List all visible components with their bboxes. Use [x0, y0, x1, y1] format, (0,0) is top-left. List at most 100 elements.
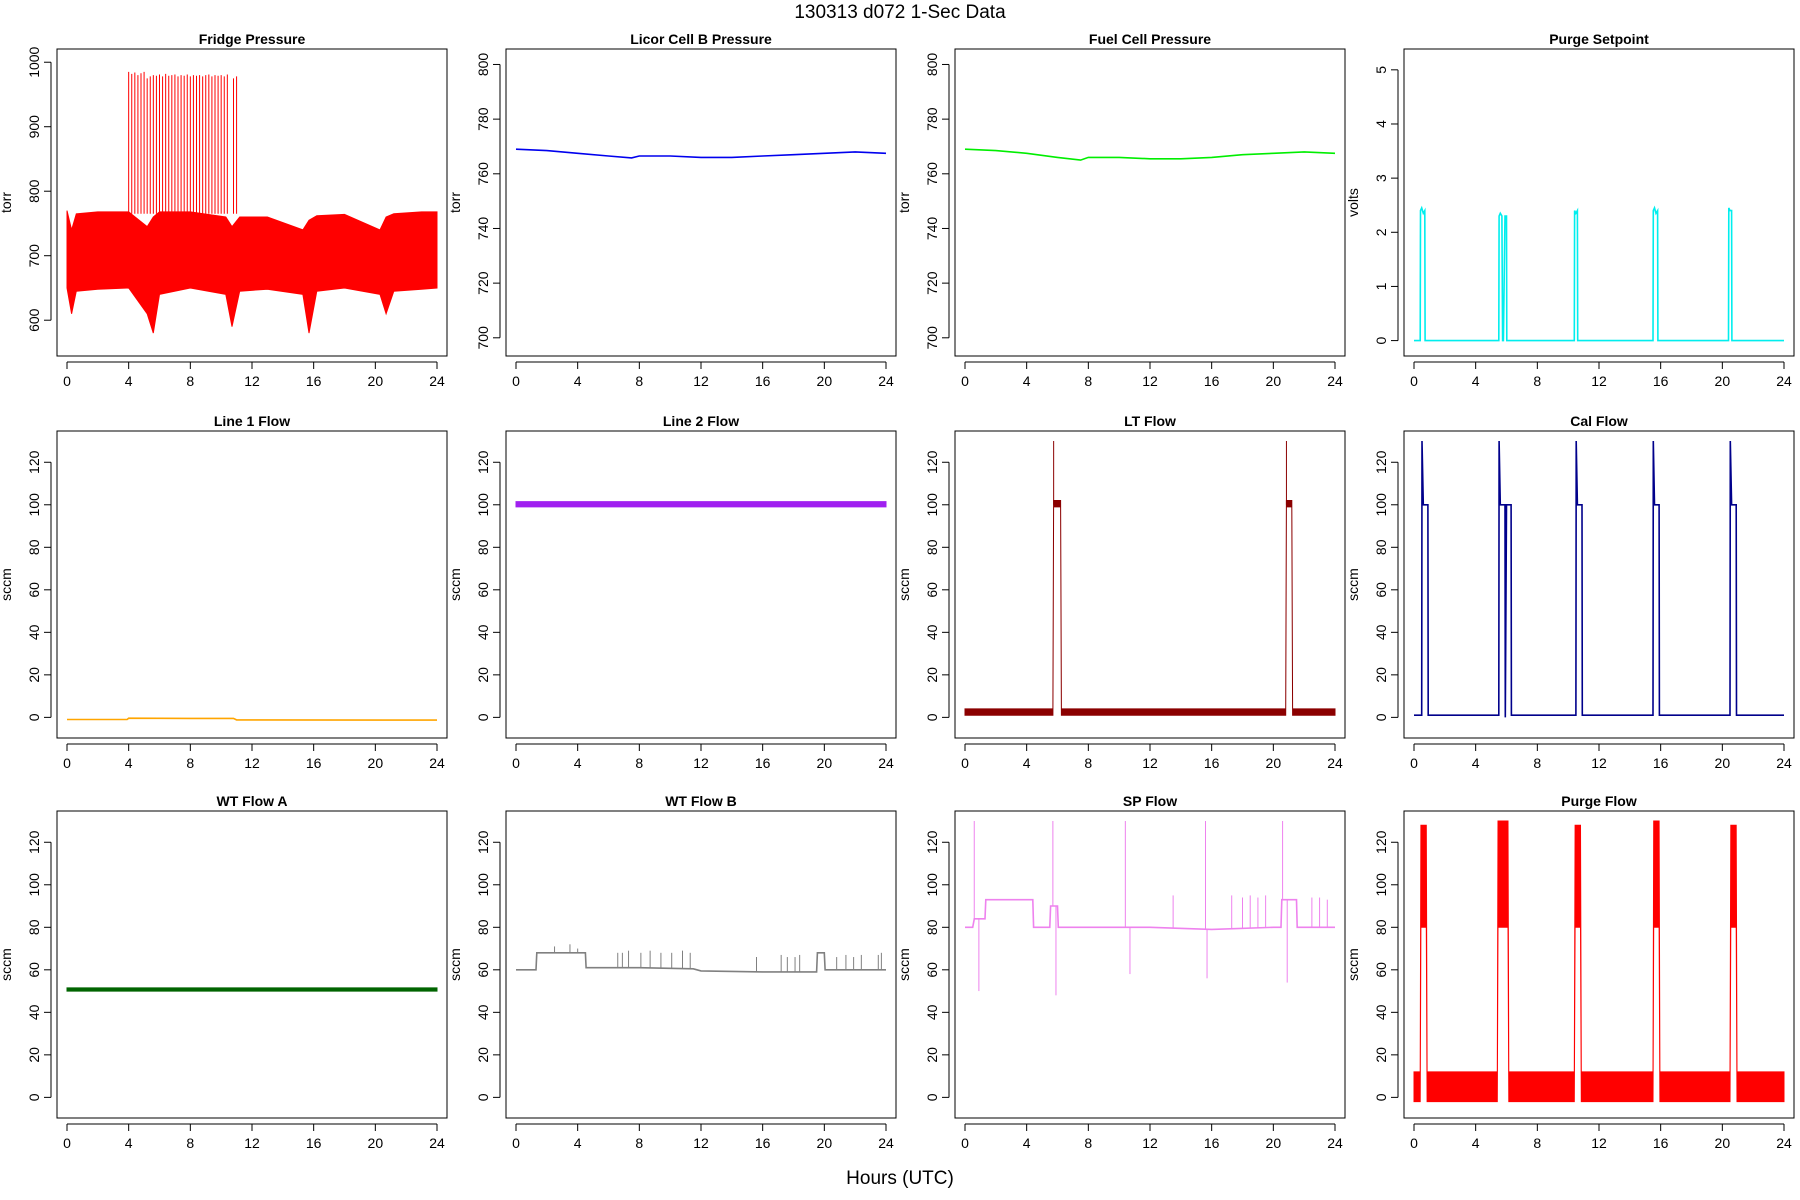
panel-title: Line 2 Flow: [663, 413, 739, 429]
panel-title: Fridge Pressure: [199, 31, 306, 47]
y-tick-label: 60: [26, 582, 42, 598]
x-tick-label: 16: [1204, 1135, 1220, 1151]
y-tick-label: 20: [475, 1047, 491, 1063]
y-tick-label: 900: [26, 115, 42, 139]
series-line: [965, 898, 1335, 931]
y-tick-label: 100: [26, 873, 42, 897]
y-tick-label: 100: [924, 873, 940, 897]
x-tick-label: 20: [368, 755, 384, 771]
y-tick-label: 20: [26, 1047, 42, 1063]
y-tick-label: 700: [475, 326, 491, 350]
y-tick-label: 80: [1373, 539, 1389, 555]
data-layer: [515, 148, 887, 159]
y-tick-label: 1000: [26, 46, 42, 77]
data-layer: [66, 71, 438, 334]
panel-frame: [56, 430, 448, 739]
x-tick-label: 20: [1266, 373, 1282, 389]
x-tick-label: 20: [817, 373, 833, 389]
x-tick-label: 12: [1142, 373, 1158, 389]
x-tick-label: 0: [1410, 1135, 1418, 1151]
panel-frame: [954, 48, 1346, 357]
y-tick-label: 20: [1373, 667, 1389, 683]
x-tick-label: 12: [1591, 1135, 1607, 1151]
panel-8: Cal Flow sccm 0 4 8 12 16 20 24 0 20 40 60 80 100 120: [1345, 413, 1795, 771]
data-layer: [1413, 820, 1785, 1103]
y-tick-label: 0: [475, 713, 491, 721]
x-tick-label: 4: [574, 373, 582, 389]
x-tick-label: 0: [512, 755, 520, 771]
y-axis: 0 20 40 60 80 100 120: [1373, 830, 1399, 1101]
y-tick-label: 760: [475, 162, 491, 186]
x-tick-label: 20: [1715, 755, 1731, 771]
y-axis-label: sccm: [1345, 568, 1361, 601]
x-tick-label: 4: [574, 755, 582, 771]
x-axis: 0 4 8 12 16 20 24: [1410, 361, 1792, 389]
y-axis-label: torr: [447, 192, 463, 213]
data-layer: [964, 148, 1336, 161]
panel-1: Fridge Pressure torr 0 4 8 12 16 20 24 600 700 800 9…: [0, 31, 448, 389]
data-layer: [66, 987, 438, 992]
y-axis-label: sccm: [896, 568, 912, 601]
x-tick-label: 12: [244, 755, 260, 771]
x-tick-label: 12: [244, 1135, 260, 1151]
x-tick-label: 12: [693, 373, 709, 389]
y-tick-label: 120: [475, 830, 491, 854]
x-tick-label: 0: [63, 1135, 71, 1151]
y-tick-label: 80: [924, 539, 940, 555]
y-axis-label: torr: [0, 192, 14, 213]
x-tick-label: 4: [1023, 755, 1031, 771]
x-tick-label: 12: [1142, 1135, 1158, 1151]
data-layer: [1414, 205, 1784, 342]
panel-title: Fuel Cell Pressure: [1089, 31, 1211, 47]
panel-6: Line 2 Flow sccm 0 4 8 12 16 20 24 0 20 40 60 80 100 12…: [447, 413, 897, 771]
y-tick-label: 720: [475, 271, 491, 295]
y-axis: 0 20 40 60 80 100 120: [26, 450, 52, 721]
y-axis-label: sccm: [896, 948, 912, 981]
y-tick-label: 20: [924, 667, 940, 683]
series-band: [964, 500, 1336, 716]
x-tick-label: 0: [961, 373, 969, 389]
x-tick-label: 8: [635, 373, 643, 389]
y-tick-label: 80: [26, 539, 42, 555]
y-tick-label: 120: [26, 830, 42, 854]
panel-title: LT Flow: [1124, 413, 1176, 429]
y-tick-label: 120: [924, 830, 940, 854]
x-tick-label: 8: [186, 1135, 194, 1151]
y-axis: 0 20 40 60 80 100 120: [924, 450, 950, 721]
y-tick-label: 1: [1373, 282, 1389, 290]
x-tick-label: 24: [1327, 1135, 1343, 1151]
y-tick-label: 760: [924, 162, 940, 186]
y-axis-label: sccm: [0, 948, 14, 981]
series-line: [67, 717, 438, 721]
panel-title: Cal Flow: [1570, 413, 1628, 429]
x-tick-label: 4: [125, 373, 133, 389]
y-tick-label: 700: [924, 326, 940, 350]
y-tick-label: 100: [475, 493, 491, 517]
y-tick-label: 2: [1373, 228, 1389, 236]
y-tick-label: 60: [1373, 582, 1389, 598]
x-axis: 0 4 8 12 16 20 24: [961, 743, 1343, 771]
series-line: [1414, 205, 1784, 342]
y-tick-label: 120: [1373, 830, 1389, 854]
panel-title: WT Flow B: [665, 793, 737, 809]
x-tick-label: 16: [755, 755, 771, 771]
x-tick-label: 12: [1591, 755, 1607, 771]
y-tick-label: 40: [26, 624, 42, 640]
x-tick-label: 12: [693, 755, 709, 771]
x-tick-label: 24: [878, 755, 894, 771]
y-tick-label: 720: [924, 271, 940, 295]
x-tick-label: 20: [368, 373, 384, 389]
panel-title: Line 1 Flow: [214, 413, 290, 429]
y-tick-label: 800: [26, 179, 42, 203]
y-axis: 600 700 800 900 1000: [26, 46, 52, 332]
y-tick-label: 20: [924, 1047, 940, 1063]
y-tick-label: 40: [1373, 624, 1389, 640]
page-title: 130313 d072 1-Sec Data: [794, 2, 1006, 23]
y-tick-label: 100: [475, 873, 491, 897]
y-tick-label: 80: [924, 919, 940, 935]
x-axis: 0 4 8 12 16 20 24: [512, 743, 894, 771]
y-axis-label: sccm: [1345, 948, 1361, 981]
y-axis-label: torr: [896, 192, 912, 213]
